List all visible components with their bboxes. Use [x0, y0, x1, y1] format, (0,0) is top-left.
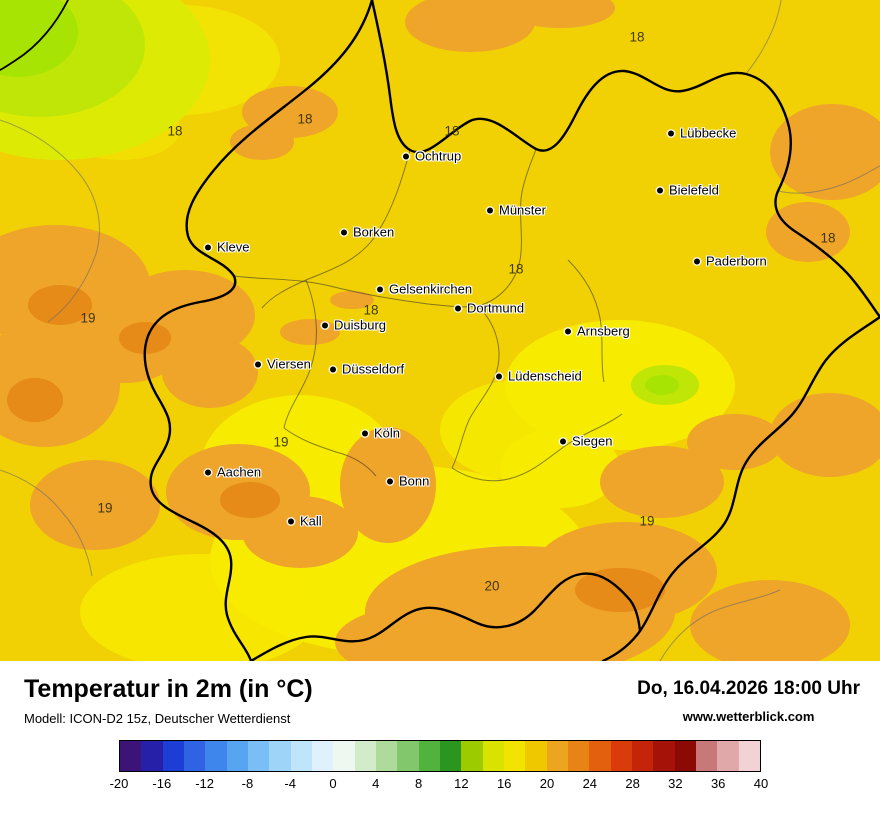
colorbar-segment: [610, 740, 632, 771]
colorbar-tick-label: 28: [625, 775, 640, 791]
colorbar-segment: [247, 740, 270, 771]
colorbar-tick-label: 32: [668, 775, 683, 791]
colorbar-segment: [120, 740, 142, 771]
colorbar-segment: [439, 740, 462, 771]
colorbar-segment: [333, 740, 355, 771]
colorbar-segment: [717, 740, 739, 771]
forecast-datetime: Do, 16.04.2026 18:00 Uhr: [637, 678, 860, 699]
info-right: Do, 16.04.2026 18:00 Uhr www.wetterblick…: [637, 675, 860, 724]
state-border-lines: [0, 0, 880, 661]
colorbar-tick-label: -12: [195, 775, 214, 791]
colorbar-tick-label: 4: [372, 775, 380, 791]
colorbar-segment: [375, 740, 398, 771]
colorbar-tick-label: 8: [414, 775, 423, 791]
colorbar-tick-label: -4: [284, 775, 296, 791]
colorbar-segment: [226, 740, 248, 771]
colorbar-segment: [183, 740, 206, 771]
colorbar-segment: [546, 740, 568, 771]
colorbar-segment: [418, 740, 440, 771]
info-left: Temperatur in 2m (in °C) Modell: ICON-D2…: [24, 675, 313, 726]
colorbar-tick-label: 40: [753, 775, 769, 791]
colorbar-tick-label: 0: [329, 775, 337, 791]
info-row: Temperatur in 2m (in °C) Modell: ICON-D2…: [0, 661, 880, 726]
colorbar-tick-label: 12: [454, 775, 469, 791]
colorbar-segment: [290, 740, 312, 771]
colorbar-segment: [162, 740, 184, 771]
colorbar-segment: [567, 740, 590, 771]
map-area: 18 18 18 18 18 18 18 19 19 19 19 20 Ochtrup Lübbecke…: [0, 0, 880, 661]
colorbar-tick-label: 20: [539, 775, 555, 791]
colorbar-segment: [695, 740, 718, 771]
colorbar-segment: [354, 740, 376, 771]
colorbar-segment: [503, 740, 526, 771]
colorbar-segment: [461, 740, 483, 771]
colorbar-segment: [397, 740, 419, 771]
colorbar-segment: [738, 740, 760, 771]
temperature-legend: -20 -16 -12 -8 -4 0 4 8 12 16 20 24 28 32 36 40: [110, 739, 769, 794]
colorbar: [119, 739, 761, 772]
colorbar-segment: [525, 740, 547, 771]
colorbar-segment: [141, 740, 163, 771]
colorbar-ticks: -20 -16 -12 -8 -4 0 4 8 12 16 20 24 28 32 36 40: [110, 775, 769, 794]
colorbar-segment: [311, 740, 334, 771]
colorbar-tick-label: 36: [710, 775, 726, 791]
outside-border-lines: [0, 0, 880, 661]
info-panel: Temperatur in 2m (in °C) Modell: ICON-D2…: [0, 661, 880, 830]
model-info: Modell: ICON-D2 15z, Deutscher Wetterdie…: [24, 710, 291, 726]
colorbar-segment: [205, 740, 227, 771]
map-title: Temperatur in 2m (in °C): [24, 675, 313, 703]
colorbar-tick-label: 16: [496, 775, 512, 791]
colorbar-segment: [482, 740, 504, 771]
colorbar-tick-label: -20: [109, 775, 129, 791]
colorbar-tick-label: -16: [152, 775, 172, 791]
colorbar-segment: [589, 740, 611, 771]
colorbar-segment: [269, 740, 291, 771]
colorbar-tick-label: 24: [582, 775, 598, 791]
colorbar-segment: [653, 740, 675, 771]
district-border-lines: [233, 148, 623, 482]
colorbar-segment: [674, 740, 696, 771]
colorbar-segment: [631, 740, 654, 771]
colorbar-tick-label: -8: [241, 775, 254, 791]
website-url: www.wetterblick.com: [682, 709, 815, 724]
temperature-field-svg: [0, 0, 880, 661]
